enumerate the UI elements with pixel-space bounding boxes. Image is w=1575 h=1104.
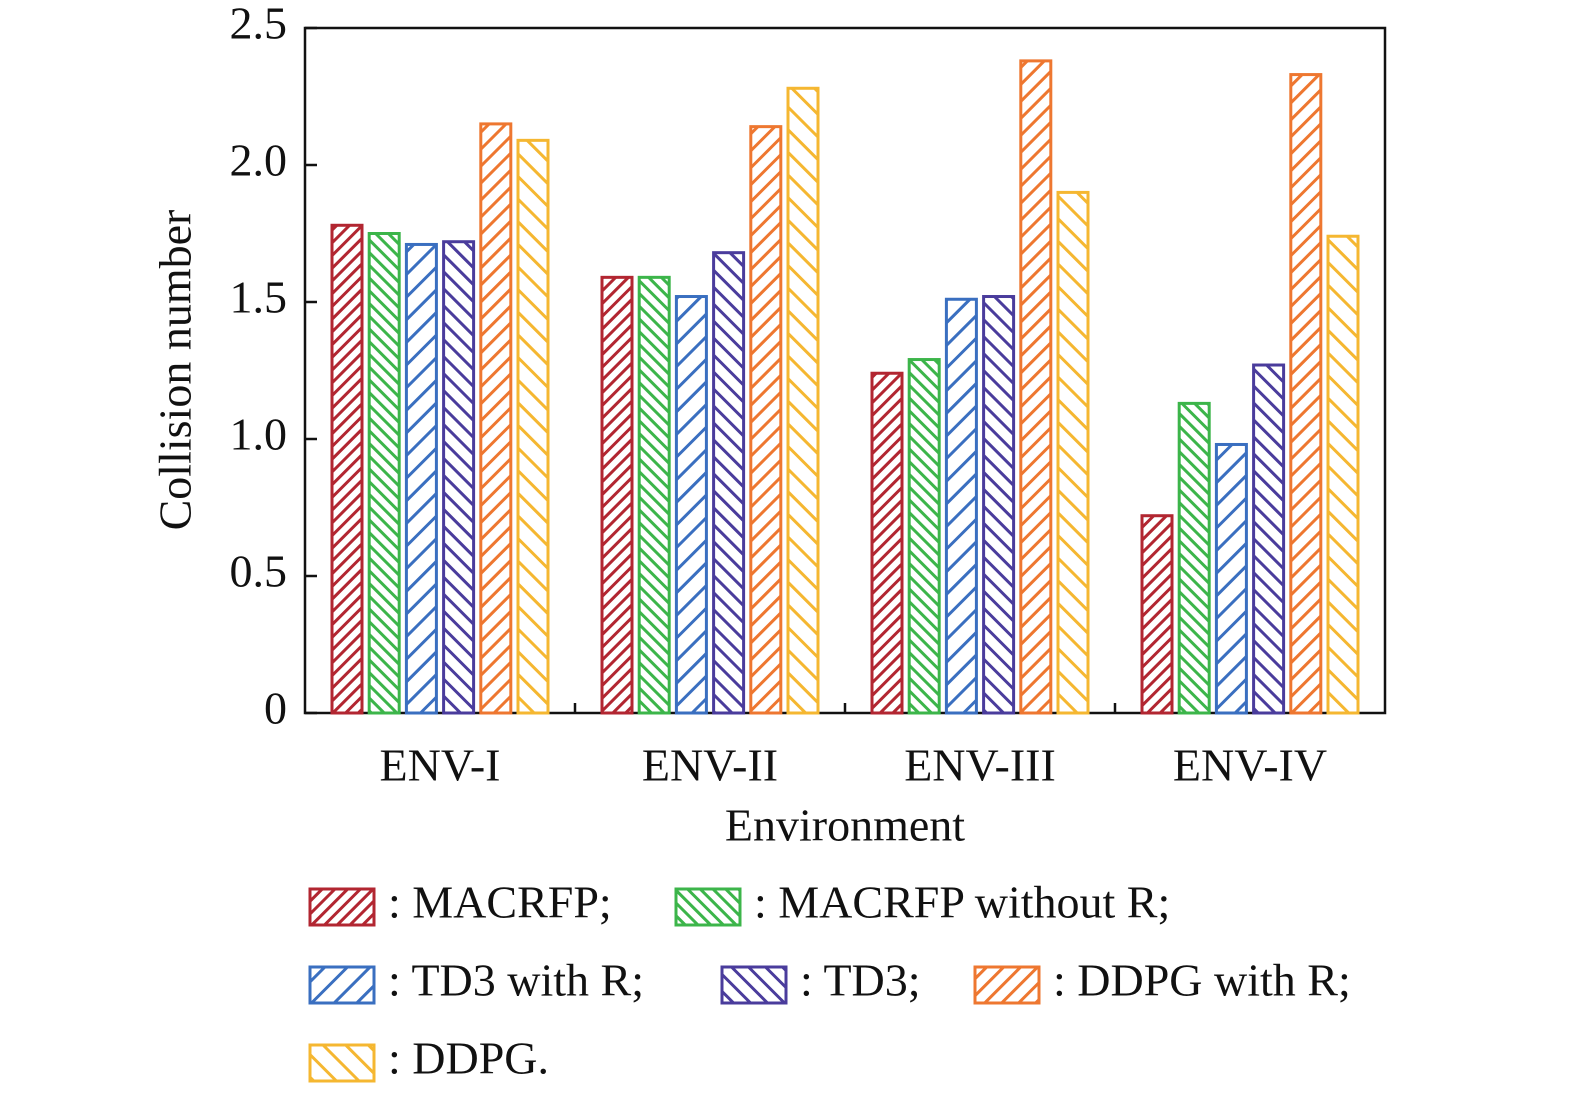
y-axis-title: Collision number xyxy=(150,210,201,531)
bar xyxy=(1140,514,1174,715)
y-tick-label: 2.5 xyxy=(230,0,288,49)
legend-swatch xyxy=(308,887,376,927)
x-tick-label: ENV-III xyxy=(904,740,1056,791)
bar xyxy=(1177,401,1211,715)
legend-swatch xyxy=(674,887,742,927)
legend-label: : MACRFP without R; xyxy=(754,877,1170,928)
y-tick-label: 1.0 xyxy=(230,409,288,460)
bar xyxy=(404,242,438,715)
bar xyxy=(1214,442,1248,715)
legend-swatch xyxy=(720,965,788,1005)
legend-swatch xyxy=(308,965,376,1005)
legend-label: : MACRFP; xyxy=(388,877,612,928)
x-tick-label: ENV-IV xyxy=(1173,740,1327,791)
bar xyxy=(637,275,671,715)
legend-label: : DDPG. xyxy=(388,1033,549,1084)
bar xyxy=(1326,234,1360,715)
legend-label: : TD3 with R; xyxy=(388,955,644,1006)
bar xyxy=(442,240,476,715)
x-tick-label: ENV-I xyxy=(380,740,501,791)
legend-swatch xyxy=(973,965,1041,1005)
bar xyxy=(870,371,904,715)
bar xyxy=(674,295,708,715)
y-tick-label: 2.0 xyxy=(230,135,288,186)
y-tick-label: 1.5 xyxy=(230,272,288,323)
bar xyxy=(1289,73,1323,715)
bar xyxy=(944,297,978,715)
legend-swatch xyxy=(308,1043,376,1083)
bar xyxy=(712,251,746,715)
bar xyxy=(600,275,634,715)
bar xyxy=(479,122,513,715)
bar xyxy=(367,232,401,715)
bar xyxy=(749,125,783,715)
legend-label: : TD3; xyxy=(800,955,921,1006)
bar xyxy=(1056,190,1090,715)
bar xyxy=(1019,59,1053,715)
bar xyxy=(982,295,1016,715)
x-axis-title: Environment xyxy=(725,800,965,851)
bar xyxy=(1252,363,1286,715)
x-tick-label: ENV-II xyxy=(642,740,778,791)
bar xyxy=(330,223,364,715)
bar xyxy=(786,86,820,715)
y-tick-label: 0.5 xyxy=(230,546,288,597)
bar xyxy=(516,138,550,715)
legend-label: : DDPG with R; xyxy=(1053,955,1351,1006)
y-tick-label: 0 xyxy=(264,683,287,734)
bar xyxy=(907,358,941,715)
x-separators xyxy=(573,703,1117,713)
